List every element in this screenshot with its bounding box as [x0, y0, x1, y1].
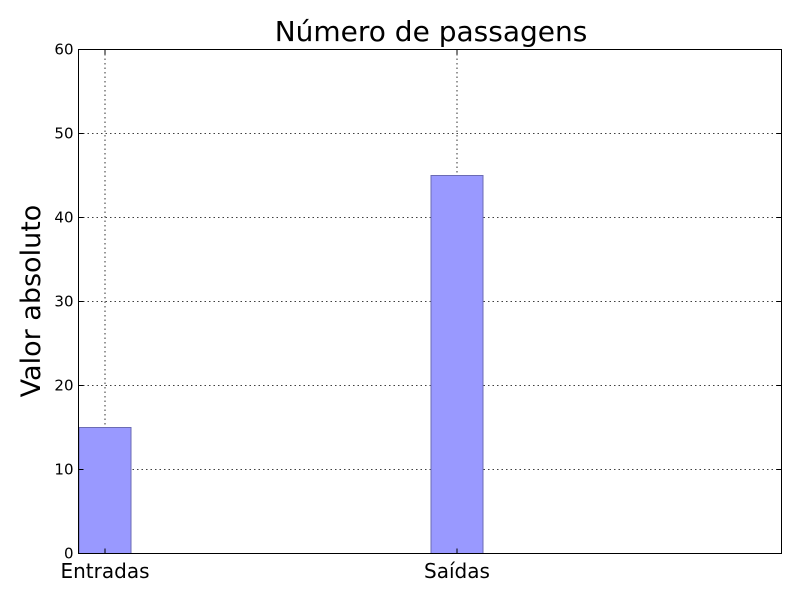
y-tick-label: 30: [54, 293, 73, 311]
bar-entradas: [78, 427, 132, 554]
y-axis-label: Valor absoluto: [16, 205, 47, 398]
y-tick-label: 40: [54, 209, 73, 227]
axis-ticks: [78, 49, 782, 554]
x-tick-label: Entradas: [60, 559, 149, 583]
y-tick-label: 50: [54, 125, 73, 143]
bars: [78, 175, 484, 554]
plot-frame: [78, 49, 782, 554]
grid-lines: [78, 49, 782, 554]
y-tick-label: 0: [64, 545, 74, 563]
y-tick-label: 10: [54, 461, 73, 479]
y-tick-label: 20: [54, 377, 73, 395]
y-tick-label: 60: [54, 41, 73, 59]
chart-title: Número de passagens: [275, 15, 588, 48]
x-tick-label: Saídas: [424, 559, 490, 583]
bar-saídas: [430, 175, 484, 554]
